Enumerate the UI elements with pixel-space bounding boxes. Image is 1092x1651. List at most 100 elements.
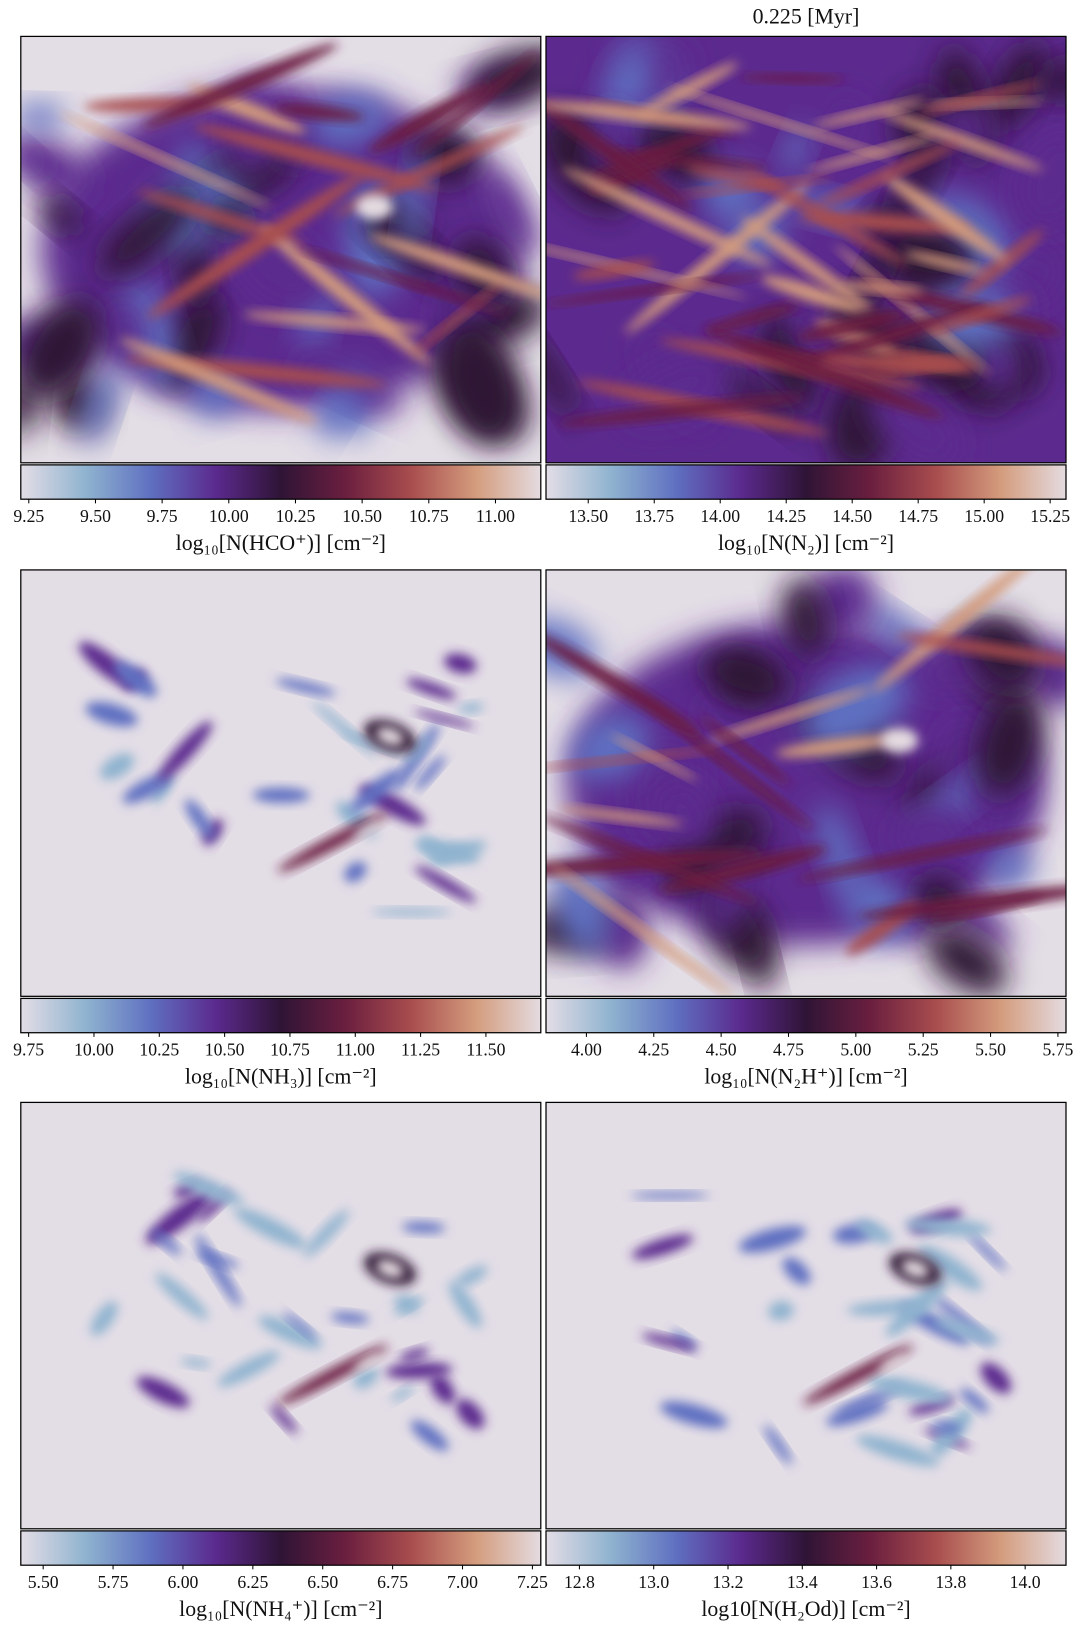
map-feature: [738, 1225, 806, 1253]
map-feature: [270, 1404, 298, 1434]
map-feature: [572, 261, 656, 279]
colorbar-label: log10[N(H₂Od)] [cm⁻²]: [701, 1597, 910, 1621]
colorbar-tick-label: 7.25: [517, 1572, 548, 1592]
map-feature: [158, 721, 213, 782]
map-frame: [545, 35, 1067, 464]
map-feature: [330, 1312, 370, 1324]
colorbar-tick-label: 4.25: [638, 1040, 669, 1060]
map-feature: [880, 110, 1044, 171]
map-feature: [630, 1192, 710, 1199]
map-feature: [1038, 62, 1066, 101]
map-feature: [546, 95, 693, 212]
map-feature: [871, 569, 1044, 693]
map-feature: [277, 812, 388, 873]
colorbar-tick-label: 13.2: [713, 1572, 744, 1592]
colorbar-tick-label: 13.0: [638, 1572, 669, 1592]
map-feature: [194, 124, 438, 190]
map-feature: [119, 338, 319, 424]
map-feature: [960, 229, 1044, 298]
map-feature: [185, 799, 214, 839]
colorbar-tick-label: 10.75: [270, 1040, 310, 1060]
colorbar: [545, 464, 1067, 500]
panel: 9.25 9.50 9.75 10.00 10.25 10.50 10.75 11.00 log…: [13, 35, 542, 555]
map-frame: [20, 569, 542, 997]
map-feature: [242, 312, 426, 332]
colorbar-tick-label: 10.25: [276, 506, 316, 526]
colorbar-label: log₁₀[N(HCO⁺)] [cm⁻²]: [176, 531, 386, 555]
map-feature: [883, 174, 1008, 262]
map-feature: [960, 1388, 989, 1414]
map-feature: [273, 104, 365, 121]
map-feature: [642, 699, 814, 830]
colorbar-tick-label: 9.25: [13, 506, 44, 526]
colorbar-tick-label: 7.00: [447, 1572, 478, 1592]
map-feature: [666, 86, 895, 159]
map-feature: [926, 297, 1032, 334]
map-feature: [368, 82, 492, 154]
colorbar-tick-label: 9.75: [147, 506, 178, 526]
map-feature: [20, 299, 102, 399]
map-feature: [703, 649, 790, 703]
panel: 13.50 13.75 14.00 14.25 14.50 14.75 15.00 15.25…: [545, 5, 1070, 555]
map-feature: [1016, 129, 1066, 230]
map-feature: [638, 62, 738, 116]
map-feature: [796, 829, 1048, 881]
map-feature: [775, 735, 897, 757]
map-feature: [562, 167, 773, 267]
map-feature: [641, 1333, 698, 1351]
map-feature: [354, 820, 385, 839]
map-feature: [546, 815, 760, 904]
map-feature: [548, 862, 734, 997]
panel: 9.75 10.00 10.25 10.50 10.75 11.00 11.25 11.50 l…: [13, 569, 542, 1088]
map-feature: [180, 1358, 212, 1368]
map-feature: [408, 735, 429, 762]
map-feature: [114, 661, 157, 698]
colorbar-label: log₁₀[N(NH₄⁺)] [cm⁻²]: [179, 1597, 382, 1621]
map-feature: [624, 181, 811, 334]
colorbar-tick-label: 11.00: [336, 1040, 375, 1060]
map-feature: [886, 135, 947, 236]
colorbar: [20, 997, 542, 1034]
map-frame: [545, 569, 1067, 997]
map-feature: [449, 1281, 482, 1329]
colorbar-tick-label: 10.00: [74, 1040, 114, 1060]
colorbar-tick-label: 14.00: [700, 506, 740, 526]
colorbar-tick-label: 14.75: [898, 506, 938, 526]
map-feature: [354, 1353, 385, 1372]
map-feature: [660, 1401, 728, 1428]
map-feature: [546, 323, 580, 421]
map-feature: [930, 1421, 961, 1434]
map-feature: [807, 135, 937, 173]
colorbar-tick-label: 5.50: [28, 1572, 59, 1592]
colorbar-tick-label: 11.25: [401, 1040, 440, 1060]
column-density-map: [546, 569, 1066, 997]
map-feature: [38, 195, 84, 236]
map-feature: [791, 302, 992, 369]
column-density-map: [20, 569, 541, 997]
map-feature: [442, 320, 518, 442]
column-density-map: [546, 1102, 1066, 1529]
map-feature: [558, 395, 806, 426]
map-feature: [412, 281, 503, 355]
map-feature: [458, 703, 484, 713]
colorbar-tick-label: 4.00: [571, 1040, 602, 1060]
map-feature: [81, 364, 119, 445]
map-feature: [610, 734, 698, 781]
colorbar-tick-label: 14.0: [1010, 1572, 1041, 1592]
map-feature: [100, 753, 135, 780]
map-feature: [782, 128, 811, 172]
map-feature: [810, 141, 961, 210]
colorbar-label: log₁₀[N(NH₃)] [cm⁻²]: [185, 1064, 377, 1088]
colorbar-tick-label: 9.50: [80, 506, 111, 526]
map-feature: [142, 43, 339, 128]
map-feature: [976, 690, 1043, 797]
map-feature: [782, 578, 829, 659]
map-feature: [332, 125, 525, 216]
colorbar-tick-label: 5.75: [1042, 1040, 1073, 1060]
colorbar-tick-label: 13.4: [787, 1572, 818, 1592]
map-feature: [90, 1301, 118, 1336]
map-feature: [826, 1400, 889, 1426]
map-feature: [252, 787, 310, 803]
map-feature: [419, 836, 449, 864]
